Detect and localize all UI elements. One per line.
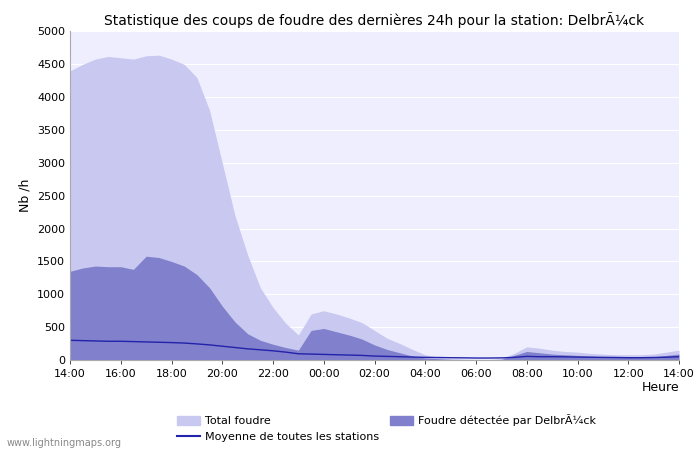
Text: Heure: Heure: [641, 381, 679, 394]
Text: www.lightningmaps.org: www.lightningmaps.org: [7, 438, 122, 448]
Title: Statistique des coups de foudre des dernières 24h pour la station: DelbrÃ¼ck: Statistique des coups de foudre des dern…: [104, 12, 645, 27]
Y-axis label: Nb /h: Nb /h: [18, 179, 32, 212]
Legend: Total foudre, Moyenne de toutes les stations, Foudre détectée par DelbrÃ¼ck: Total foudre, Moyenne de toutes les stat…: [173, 410, 601, 446]
